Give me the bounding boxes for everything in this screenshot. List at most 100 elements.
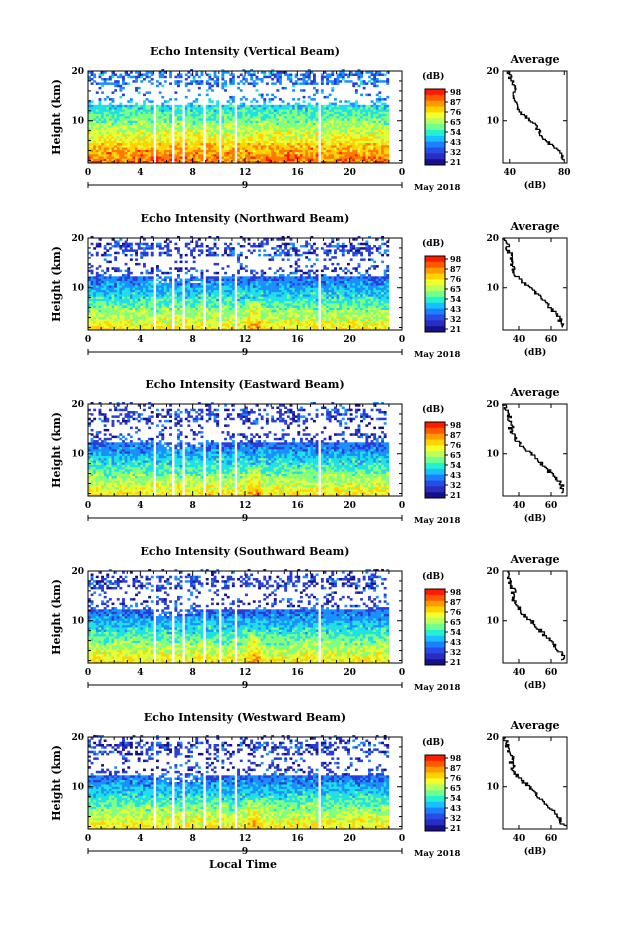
heatmap-cell xyxy=(208,113,212,117)
heatmap-cell xyxy=(271,149,275,153)
heatmap-cell xyxy=(208,100,212,103)
heatmap-cell xyxy=(294,140,298,144)
heatmap-cell xyxy=(354,125,358,128)
heatmap-cell xyxy=(192,78,196,81)
heatmap-cell xyxy=(90,133,94,137)
heatmap-cell xyxy=(190,158,193,161)
heatmap-cell xyxy=(192,323,196,326)
heatmap-cell xyxy=(187,158,191,161)
heatmap-cell xyxy=(255,147,259,150)
heatmap-cell xyxy=(187,318,191,322)
heatmap-cell xyxy=(273,82,277,85)
heatmap-cell xyxy=(226,323,230,326)
heatmap-cell xyxy=(114,140,118,144)
heatmap-cell xyxy=(158,160,162,164)
heatmap-cell xyxy=(190,120,193,123)
heatmap-cell xyxy=(111,298,115,302)
heatmap-cell xyxy=(169,323,172,326)
heatmap-cell xyxy=(292,140,295,144)
heatmap-cell xyxy=(370,71,374,74)
heatmap-cell xyxy=(265,120,269,123)
heatmap-cell xyxy=(224,131,227,135)
heatmap-cell xyxy=(195,298,199,302)
heatmap-cell xyxy=(101,303,104,306)
heatmap-cell xyxy=(231,247,235,250)
heatmap-cell xyxy=(132,125,136,128)
heatmap-cell xyxy=(211,287,214,290)
heatmap-cell xyxy=(163,104,167,108)
heatmap-cell xyxy=(239,73,243,76)
heatmap-cell xyxy=(132,249,136,252)
heatmap-cell xyxy=(265,145,269,148)
heatmap-cell xyxy=(302,100,306,103)
heatmap-cell xyxy=(247,120,251,123)
heatmap-cell xyxy=(370,125,374,128)
heatmap-cell xyxy=(161,75,165,79)
heatmap-cell xyxy=(221,75,225,79)
heatmap-cell xyxy=(124,262,128,266)
heatmap-cell xyxy=(98,122,102,126)
heatmap-cell xyxy=(145,113,149,117)
heatmap-cell xyxy=(148,289,152,293)
heatmap-cell xyxy=(213,151,217,155)
heatmap-cell xyxy=(161,113,165,117)
heatmap-cell xyxy=(114,84,118,88)
heatmap-cell xyxy=(106,133,110,137)
heatmap-cell xyxy=(205,156,209,159)
heatmap-cell xyxy=(179,131,183,135)
heatmap-cell xyxy=(383,151,387,155)
heatmap-cell xyxy=(378,149,382,153)
heatmap-cell xyxy=(197,158,201,161)
heatmap-cell xyxy=(190,154,193,157)
heatmap-cell xyxy=(347,111,350,114)
heatmap-cell xyxy=(221,327,225,331)
heatmap-cell xyxy=(302,149,306,153)
heatmap-cell xyxy=(383,127,387,130)
heatmap-cell xyxy=(221,296,225,299)
heatmap-cell xyxy=(221,253,225,257)
heatmap-cell xyxy=(98,294,102,297)
heatmap-cell xyxy=(174,140,178,144)
heatmap-cell xyxy=(268,129,272,132)
heatmap-cell xyxy=(313,125,316,128)
heatmap-cell xyxy=(129,321,133,324)
heatmap-cell xyxy=(143,316,146,320)
heatmap-cell xyxy=(383,145,387,148)
heatmap-cell xyxy=(108,145,112,148)
heatmap-cell xyxy=(197,118,201,121)
heatmap-cell xyxy=(108,321,112,324)
heatmap-cell xyxy=(286,107,290,110)
heatmap-cell xyxy=(150,321,154,324)
heatmap-cell xyxy=(255,149,259,153)
heatmap-cell xyxy=(90,73,94,76)
heatmap-cell xyxy=(237,258,240,261)
heatmap-cell xyxy=(200,298,204,302)
heatmap-cell xyxy=(347,154,350,157)
heatmap-cell xyxy=(103,292,107,295)
heatmap-cell xyxy=(200,145,204,148)
heatmap-cell xyxy=(145,271,149,275)
heatmap-cell xyxy=(213,262,217,266)
heatmap-cell xyxy=(129,154,133,157)
heatmap-cell xyxy=(260,129,264,132)
heatmap-cell xyxy=(156,120,159,123)
heatmap-cell xyxy=(341,151,345,155)
heatmap-cell xyxy=(224,247,227,250)
heatmap-cell xyxy=(276,142,280,146)
colorbar-swatch xyxy=(425,124,445,131)
heatmap-cell xyxy=(114,73,118,76)
heatmap-cell xyxy=(302,95,306,99)
heatmap-cell xyxy=(111,156,115,159)
heatmap-cell xyxy=(106,298,110,302)
heatmap-cell xyxy=(221,120,225,123)
heatmap-cell xyxy=(169,283,172,286)
heatmap-cell xyxy=(211,300,214,304)
heatmap-cell xyxy=(95,147,99,150)
heatmap-cell xyxy=(163,116,167,119)
heatmap-cell xyxy=(179,280,183,284)
heatmap-cell xyxy=(378,154,382,157)
heatmap-cell xyxy=(281,138,285,141)
heatmap-cell xyxy=(156,111,159,114)
heatmap-cell xyxy=(200,294,204,297)
heatmap-cell xyxy=(357,104,361,108)
